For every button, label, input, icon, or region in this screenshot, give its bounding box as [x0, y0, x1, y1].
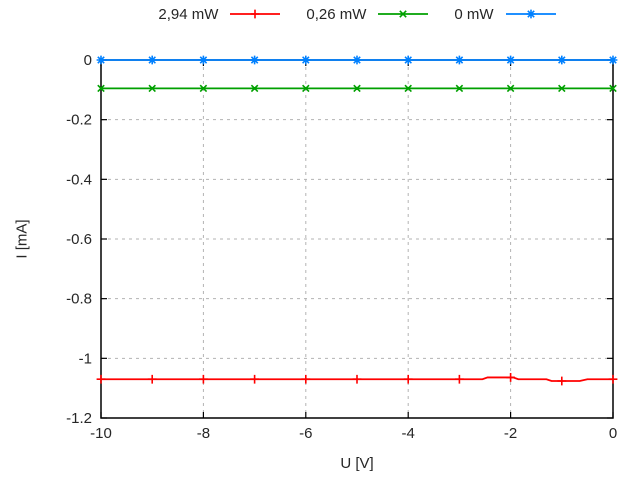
- legend-item-0.26mW: 0,26 mW: [306, 5, 429, 23]
- tick-labels: -10 -8 -6 -4 -2 0 0 -0.2 -0.4 -0.6 -0.8 -1 -1.2: [66, 52, 617, 442]
- plus-marker-line-sample: [230, 9, 281, 19]
- y-tick-label: -0.4: [66, 171, 92, 188]
- x-tick-label: -6: [299, 425, 312, 442]
- legend: 2,94 mW 0,26 mW 0 mW: [101, 4, 613, 24]
- x-tick-label: 0: [609, 425, 617, 442]
- y-tick-label: 0: [84, 52, 92, 69]
- y-tick-label: -0.8: [66, 291, 92, 308]
- x-tick-label: -4: [402, 425, 415, 442]
- y-axis-label: I [mA]: [13, 219, 31, 259]
- y-tick-label: -1: [79, 350, 92, 367]
- asterisk-marker-line-sample: [505, 9, 556, 19]
- x-tick-label: -2: [504, 425, 517, 442]
- series-0,26 mW: [97, 84, 617, 93]
- y-tick-label: -0.6: [66, 231, 92, 248]
- legend-item-2.94mW: 2,94 mW: [158, 5, 281, 23]
- y-tick-label: -1.2: [66, 410, 92, 427]
- legend-item-0mW: 0 mW: [454, 5, 556, 23]
- y-tick-label: -0.2: [66, 112, 92, 129]
- x-tick-label: -8: [197, 425, 210, 442]
- x-axis-label: U [V]: [340, 455, 374, 472]
- legend-label: 0,26 mW: [306, 5, 367, 23]
- legend-label: 0 mW: [454, 5, 494, 23]
- series-0 mW: [96, 55, 618, 65]
- x-tick-label: -10: [90, 425, 112, 442]
- cross-marker-line-sample: [378, 10, 429, 18]
- legend-label: 2,94 mW: [158, 5, 219, 23]
- grid-lines: [101, 60, 613, 418]
- series-2,94 mW: [96, 373, 618, 386]
